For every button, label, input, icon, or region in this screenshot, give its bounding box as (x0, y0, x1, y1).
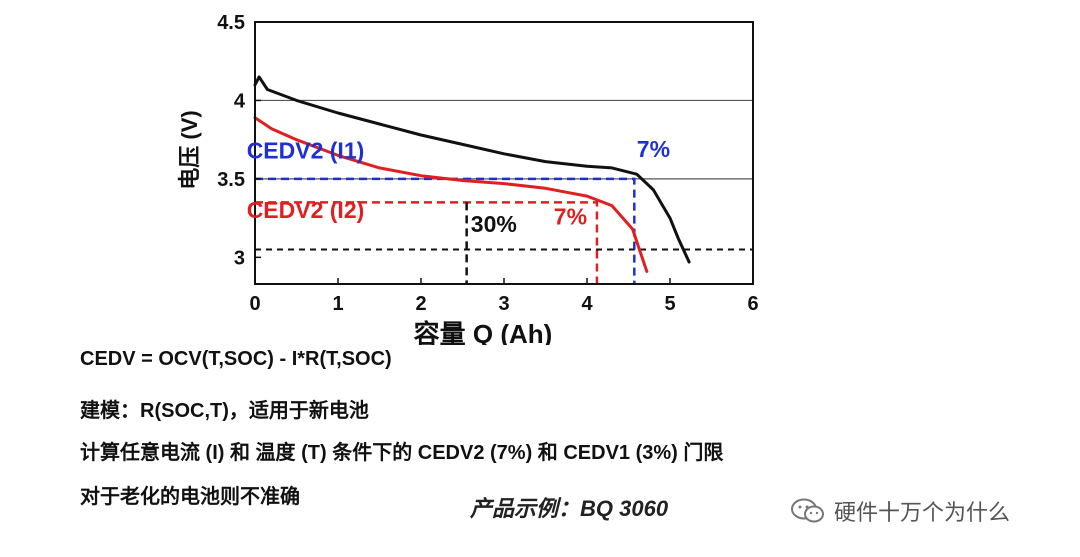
x-tick-label: 1 (332, 293, 343, 315)
y-tick-label: 3.5 (217, 169, 245, 191)
annotation-label-4: 7% (554, 203, 587, 229)
annotation-label-2: CEDV2 (I2) (247, 197, 365, 223)
y-tick-label: 4 (234, 90, 246, 112)
cedv-formula: CEDV = OCV(T,SOC) - I*R(T,SOC) (80, 348, 392, 370)
watermark-text: 硬件十万个为什么 (834, 500, 1011, 525)
watermark: 硬件十万个为什么 (790, 495, 1010, 527)
calculation-note: 计算任意电流 (I) 和 温度 (T) 条件下的 CEDV2 (7%) 和 CE… (80, 442, 724, 464)
aging-note: 对于老化的电池则不准确 (80, 486, 300, 508)
x-tick-label: 0 (249, 293, 260, 315)
modeling-note: 建模：R(SOC,T)，适用于新电池 (80, 400, 369, 422)
x-tick-label: 5 (664, 293, 675, 315)
chart: 0 1 2 3 4 5 6 4.5 4 3.5 3 CEDV2 (I1) 7% CEDV2 (I2) 3… (177, 12, 759, 345)
annotation-label-0: CEDV2 (I1) (247, 137, 365, 163)
annotation-label-3: 30% (471, 211, 517, 237)
x-tick-label: 3 (498, 293, 509, 315)
annotation-label-1: 7% (637, 136, 670, 162)
y-tick-label: 3 (234, 247, 245, 269)
y-tick-label: 4.5 (217, 12, 245, 34)
threshold-guide-1 (255, 201, 599, 284)
x-axis-label: 容量 Q (Ah) (414, 319, 553, 345)
y-axis-label: 电压 (V) (177, 110, 202, 189)
wechat-icon (791, 498, 824, 523)
product-example: 产品示例：BQ 3060 (470, 496, 669, 521)
series-line-1 (253, 116, 649, 273)
series-line-0 (253, 75, 691, 264)
threshold-guide-0 (255, 177, 636, 284)
x-tick-label: 4 (581, 293, 593, 315)
x-tick-label: 6 (747, 293, 758, 315)
x-tick-label: 2 (415, 293, 426, 315)
